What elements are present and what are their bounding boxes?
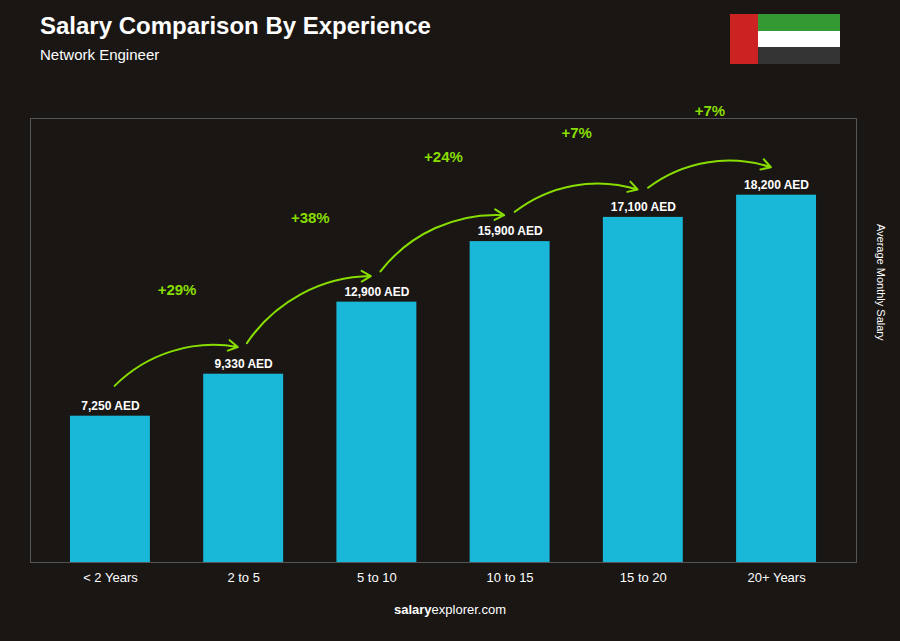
svg-text:+29%: +29% — [158, 281, 197, 298]
svg-text:10 to 15: 10 to 15 — [487, 570, 534, 585]
svg-text:7,250 AED: 7,250 AED — [81, 399, 140, 413]
svg-text:20+ Years: 20+ Years — [747, 570, 806, 585]
svg-text:Average Monthly Salary: Average Monthly Salary — [875, 224, 887, 341]
svg-text:15 to 20: 15 to 20 — [620, 570, 667, 585]
svg-text:18,200 AED: 18,200 AED — [744, 178, 809, 192]
svg-text:+7%: +7% — [695, 102, 725, 119]
svg-text:< 2 Years: < 2 Years — [83, 570, 138, 585]
svg-text:2 to 5: 2 to 5 — [227, 570, 260, 585]
svg-text:+38%: +38% — [291, 209, 330, 226]
svg-text:5 to 10: 5 to 10 — [357, 570, 397, 585]
svg-text:9,330 AED: 9,330 AED — [215, 357, 274, 371]
svg-text:+24%: +24% — [424, 148, 463, 165]
html-text:Salary Comparison By Experienc: Salary Comparison By Experience — [40, 12, 431, 39]
svg-text:12,900 AED: 12,900 AED — [344, 285, 409, 299]
svg-text:17,100 AED: 17,100 AED — [611, 200, 676, 214]
html-text:salary explorer.com: salary explorer.com — [394, 602, 506, 617]
html-text:Network Engineer: Network Engineer — [40, 46, 160, 63]
svg-text:15,900 AED: 15,900 AED — [478, 224, 543, 238]
svg-text:+7%: +7% — [561, 124, 591, 141]
